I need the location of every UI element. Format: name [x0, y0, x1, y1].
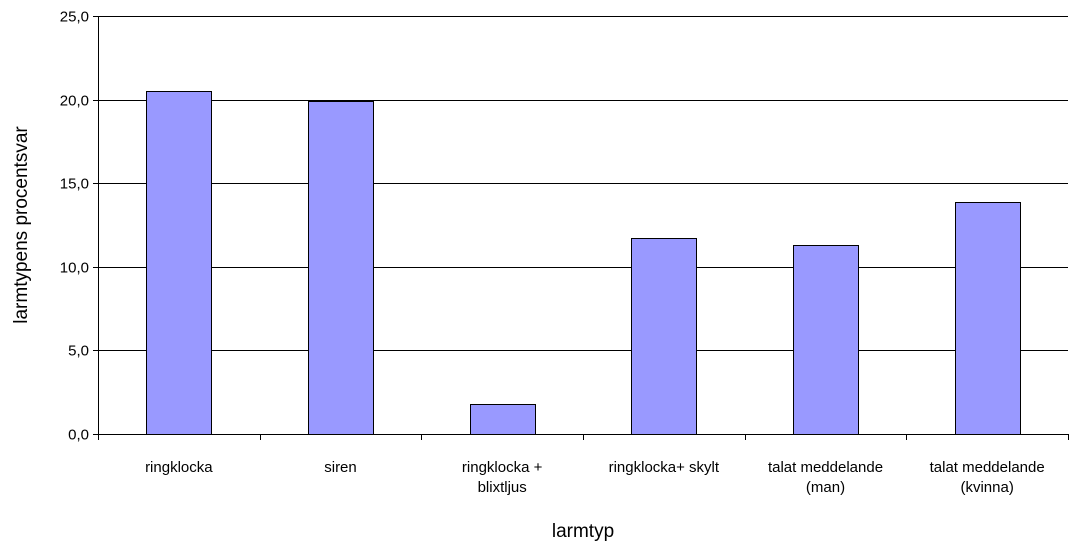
y-tick-label: 15,0 [60, 176, 89, 193]
x-tick-label-line: blixtljus [478, 479, 527, 496]
x-tick-label-line: ringklocka + [462, 459, 543, 476]
x-tick-label-line: talat meddelande [930, 459, 1045, 476]
y-tick-label: 0,0 [68, 427, 89, 444]
x-tick-labels: ringklocka siren ringklocka + blixtljusring… [145, 459, 1045, 496]
x-axis-title: larmtyp [552, 521, 614, 542]
y-tick-labels: 0,0 5,0 10,0 15,0 20,0 25,0 [60, 9, 89, 444]
x-tick-label-line: (man) [806, 479, 845, 496]
axes [93, 16, 1069, 440]
x-tick-label: ringklocka+ skylt [609, 459, 720, 476]
bars [146, 91, 1021, 435]
x-tick-label: ringklocka + blixtljus [462, 459, 543, 496]
x-tick-label-line: ringklocka+ skylt [609, 459, 720, 476]
x-tick-label-line: (kvinna) [960, 479, 1013, 496]
x-tick-label: siren [324, 459, 357, 476]
bar [631, 238, 697, 435]
y-tick-label: 10,0 [60, 260, 89, 277]
bar [146, 91, 212, 435]
x-tick-label: talat meddelande (man) [768, 459, 883, 496]
bar [470, 404, 536, 435]
x-tick-label-line: siren [324, 459, 357, 476]
y-axis-title: larmtypens procentsvar [11, 126, 32, 324]
bar [308, 101, 374, 435]
y-tick-label: 5,0 [68, 343, 89, 360]
y-tick-label: 25,0 [60, 9, 89, 26]
x-tick-label-line: ringklocka [145, 459, 213, 476]
gridlines [98, 16, 1068, 351]
bar [793, 245, 859, 435]
y-tick-label: 20,0 [60, 93, 89, 110]
x-tick-label: talat meddelande (kvinna) [930, 459, 1045, 496]
bar [955, 202, 1021, 435]
x-tick-label: ringklocka [145, 459, 213, 476]
x-tick-label-line: talat meddelande [768, 459, 883, 476]
